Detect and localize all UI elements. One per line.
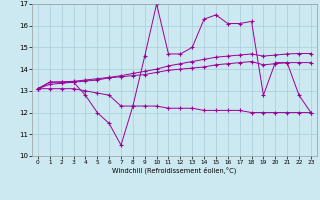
X-axis label: Windchill (Refroidissement éolien,°C): Windchill (Refroidissement éolien,°C) [112, 167, 236, 174]
